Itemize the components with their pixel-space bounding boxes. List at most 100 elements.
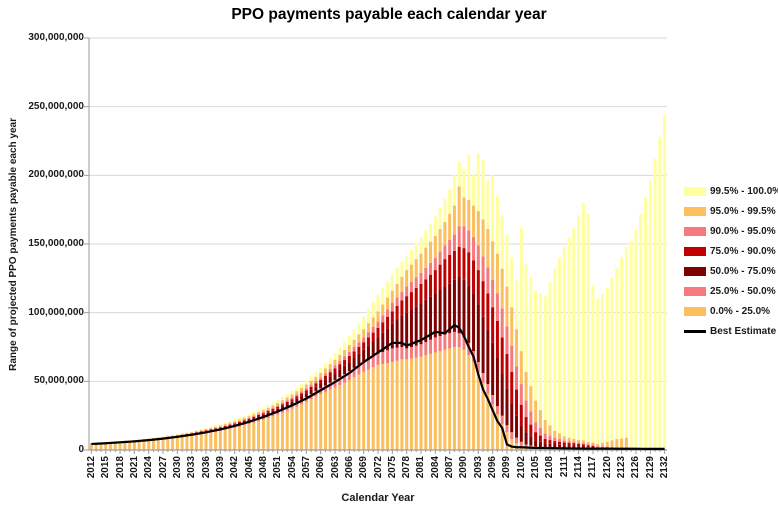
bar-segment [500,337,504,374]
bar-segment [362,337,366,343]
bar-segment [352,357,356,368]
bar-segment [505,234,509,287]
bar-segment [586,445,590,448]
bar-segment [452,347,456,450]
bar-segment [462,197,466,227]
bar-segment [204,429,208,431]
bar-segment [553,444,557,449]
bar-segment [252,416,256,419]
bar-segment [558,433,562,440]
bar-segment [214,427,218,429]
bar-segment [252,411,256,415]
bar-segment [314,396,318,450]
bar-segment [333,365,337,369]
bar-segment [223,425,227,426]
bar-segment [472,260,476,294]
bar-segment [500,308,504,338]
bar-segment [333,387,337,450]
bar-segment [624,437,628,448]
bar-segment [405,286,409,297]
bar-segment [180,432,184,434]
x-tick-label: 2120 [601,456,613,479]
bar-segment [553,441,557,445]
bar-segment [620,257,624,439]
bar-segment [524,432,528,445]
bar-segment [596,445,600,448]
bar-segment [491,241,495,280]
bar-segment [247,424,251,450]
bar-segment [328,389,332,450]
bar-segment [343,349,347,357]
bar-segment [467,285,471,343]
bar-segment [242,425,246,450]
bar-segment [424,267,428,280]
bar-segment [409,249,413,265]
bar-segment [505,388,509,426]
bar-segment [247,418,251,421]
bar-segment [333,373,337,380]
bar-segment [362,349,366,362]
bar-segment [495,195,499,254]
bar-segment [390,348,394,363]
bar-segment [419,237,423,254]
bar-segment [548,425,552,436]
bar-segment [218,423,222,426]
bar-segment [405,359,409,450]
bar-segment [180,433,184,435]
bar-segment [323,368,327,374]
bar-segment [495,357,499,407]
bar-segment [381,322,385,333]
bar-segment [443,259,447,287]
bar-segment [276,411,280,415]
bar-segment [577,442,581,444]
bar-segment [237,420,241,422]
plot-area [84,37,667,454]
bar-segment [199,428,203,430]
bar-segment [376,294,380,312]
bar-segment [147,440,151,450]
x-tick-label: 2108 [544,456,556,479]
bar-segment [338,354,342,361]
bar-segment [276,402,280,406]
bar-segment [233,427,237,450]
x-tick-label: 2045 [243,456,255,479]
bar-segment [438,290,442,337]
bar-segment [218,427,222,429]
bar-segment [247,416,251,418]
bar-segment [424,247,428,268]
bar-segment [257,418,261,422]
bar-segment [491,404,495,450]
bar-segment [314,383,318,387]
x-tick-label: 2096 [487,456,499,479]
bar-segment [472,237,476,261]
x-tick-label: 2126 [630,456,642,479]
bar-segment [448,239,452,255]
bar-segment [438,228,442,252]
bar-segment [448,213,452,240]
bar-segment [171,435,175,436]
bar-segment [495,406,499,415]
bar-segment [271,413,275,417]
bar-segment [252,422,256,450]
bar-segment [89,444,93,450]
bar-segment [190,435,194,450]
bar-segment [276,400,280,403]
bar-segment [194,432,198,434]
bar-segment [309,376,313,381]
bar-segment [500,423,504,450]
bar-segment [271,407,275,409]
bar-segment [233,419,237,422]
bar-segment [357,364,361,375]
bar-segment [295,396,299,399]
bar-segment [390,274,394,291]
bar-segment [443,222,447,246]
bar-segment [252,414,256,416]
bar-segment [414,345,418,358]
bar-segment [395,319,399,348]
bar-segment [228,428,232,450]
bar-segment [309,386,313,391]
bar-segment [424,230,428,248]
bar-segment [280,406,284,410]
bar-segment [347,351,351,356]
bar-segment [395,297,399,306]
